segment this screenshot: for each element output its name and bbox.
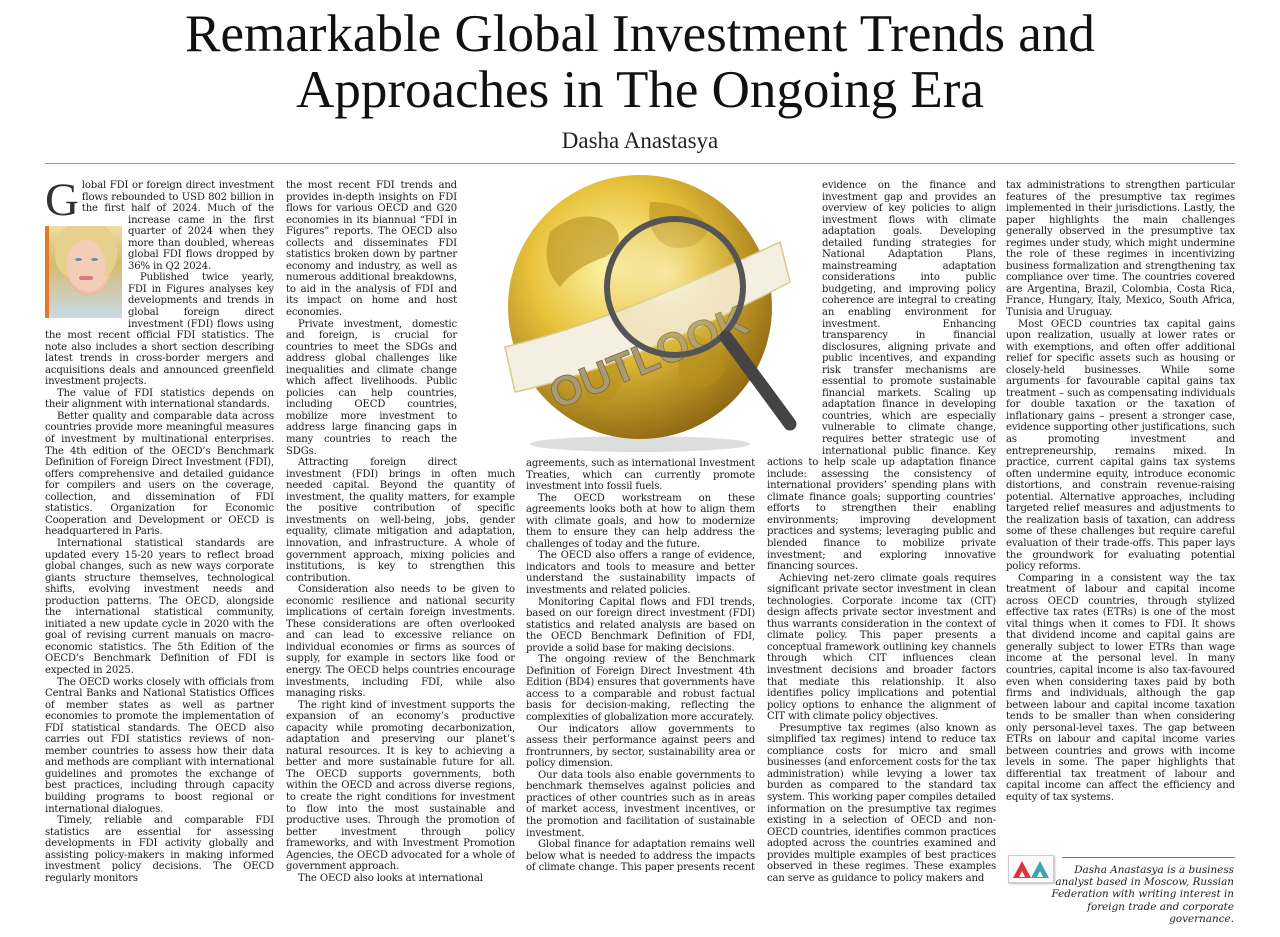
paragraph: Private investment, domestic and foreign… [286,318,457,457]
paragraph: evidence on the finance and investment g… [767,180,996,573]
column-5: tax administrations to strengthen partic… [1006,180,1235,845]
magnifier-handle [719,330,797,431]
title-line-1: Remarkable Global Investment Trends and [185,5,1095,63]
title-line-2: Approaches in The Ongoing Era [296,61,984,119]
paragraph: The OECD also looks at international [298,872,483,884]
drop-cap: G [45,180,79,226]
paragraph: Our indicators allow governments to asse… [526,723,755,770]
author-bio: Dasha Anastasya is a business analyst ba… [1051,864,1234,925]
paragraph: Comparing in a consistent way the tax tr… [1006,572,1235,803]
paragraph: The OECD also offers a range of evidence… [526,550,755,597]
column-2: the most recent FDI trends and provides … [286,180,515,932]
column-4: evidence on the finance and investment g… [767,180,996,932]
paragraph: the most recent FDI trends and provides … [286,180,457,319]
paragraph: Published twice yearly, FDI in Figures a… [45,272,274,388]
paragraph: Monitoring Capital flows and FDI trends,… [526,596,755,654]
paragraph: The OECD workstream on these agreements … [526,492,755,550]
paragraph: International statistical standards are … [45,537,274,676]
globe-shadow [530,436,750,452]
header-divider [45,163,1235,164]
paragraph: Better quality and comparable data acros… [45,410,274,538]
paragraph: Attracting foreign direct investment (FD… [286,457,515,584]
paragraph: The ongoing review of the Benchmark Defi… [526,654,755,724]
bio-divider [1062,857,1235,858]
article-title: Remarkable Global Investment Trends and … [0,6,1280,118]
author-photo [45,226,122,318]
author-byline: Dasha Anastasya [561,128,719,153]
paragraph: Global finance for adaptation remains we… [526,839,755,874]
paragraph: Timely, reliable and comparable FDI stat… [45,815,274,884]
publication-logo [1008,855,1054,883]
column-3: agreements, such as international Invest… [526,458,755,932]
magnifier-lens [604,216,746,358]
logo-red-triangle-icon [1013,861,1031,878]
paragraph: The value of FDI statistics depends on t… [45,387,274,411]
paragraph: The OECD works closely with officials fr… [45,676,274,815]
paragraph: Consideration also needs to be given to … [286,584,515,700]
paragraph: The right kind of investment supports th… [286,699,515,873]
paragraph: lobal FDI or foreign direct investment f… [81,180,274,272]
paragraph: agreements, such as international Invest… [526,458,755,493]
paragraph: tax administrations to strengthen partic… [1006,180,1235,319]
outlook-globe-illustration: OUTLOOK [504,175,797,452]
paragraph: Most OECD countries tax capital gains up… [1006,318,1235,573]
logo-teal-triangle-icon [1031,861,1049,878]
paragraph: Achieving net-zero climate goals require… [767,572,996,723]
paragraph: Our data tools also enable governments t… [526,769,755,839]
column-1: G lobal FDI or foreign direct investment… [45,180,274,932]
paragraph: Presumptive tax regimes (also known as s… [767,722,996,884]
